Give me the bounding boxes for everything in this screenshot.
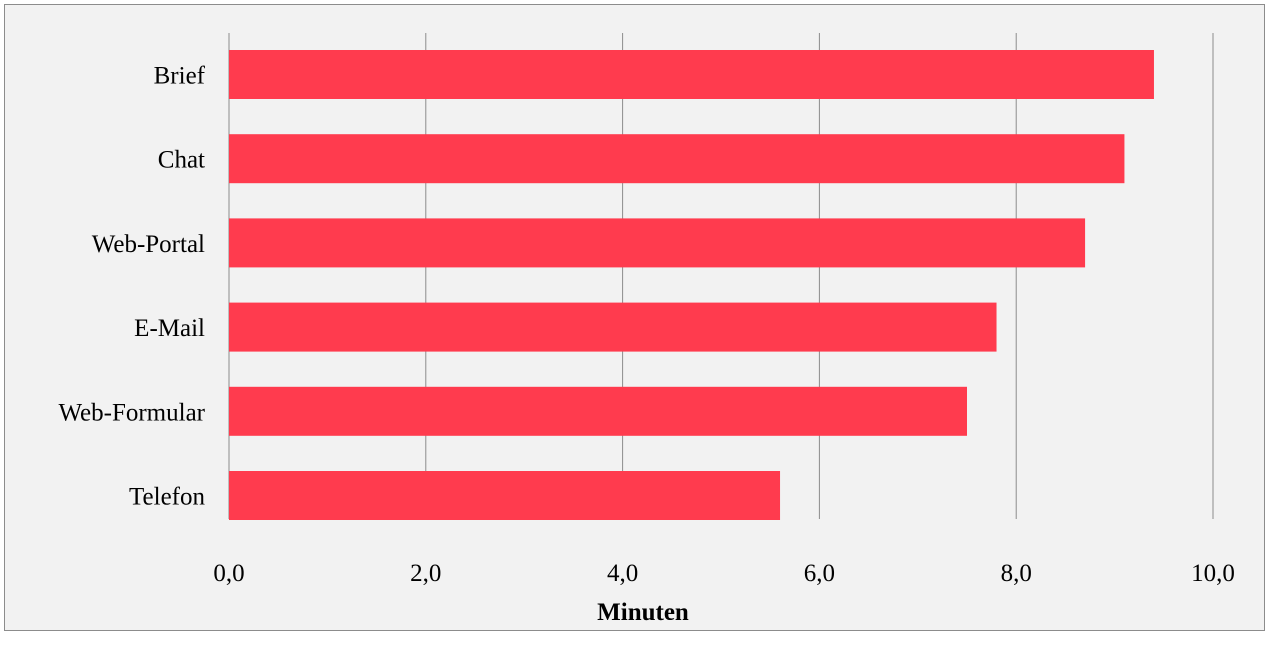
bar-web-formular bbox=[229, 386, 967, 436]
category-label: E-Mail bbox=[134, 315, 205, 342]
x-tick-label: 10,0 bbox=[1191, 560, 1235, 587]
bar-e-mail bbox=[229, 302, 997, 352]
x-tick-label: 8,0 bbox=[1001, 560, 1032, 587]
bar-chat bbox=[229, 134, 1125, 184]
bar-brief bbox=[229, 50, 1154, 99]
category-labels: Brief Chat Web-Portal E-Mail Web-Formular Tel… bbox=[58, 63, 205, 511]
category-label: Web-Portal bbox=[92, 231, 205, 258]
x-tick-labels: 0,0 2,0 4,0 6,0 8,0 10,0 bbox=[213, 560, 1235, 587]
x-tick-label: 0,0 bbox=[213, 560, 244, 587]
x-axis-title: Minuten bbox=[597, 599, 689, 626]
x-tick-label: 2,0 bbox=[410, 560, 441, 587]
bar-telefon bbox=[229, 471, 781, 520]
category-label: Chat bbox=[158, 147, 205, 174]
x-tick-label: 6,0 bbox=[804, 560, 835, 587]
category-label: Web-Formular bbox=[58, 399, 205, 426]
bar-web-portal bbox=[229, 218, 1086, 268]
bars bbox=[229, 50, 1154, 520]
category-label: Brief bbox=[154, 63, 206, 90]
gridlines bbox=[228, 33, 1214, 519]
x-tick-label: 4,0 bbox=[607, 560, 638, 587]
category-label: Telefon bbox=[129, 484, 205, 511]
